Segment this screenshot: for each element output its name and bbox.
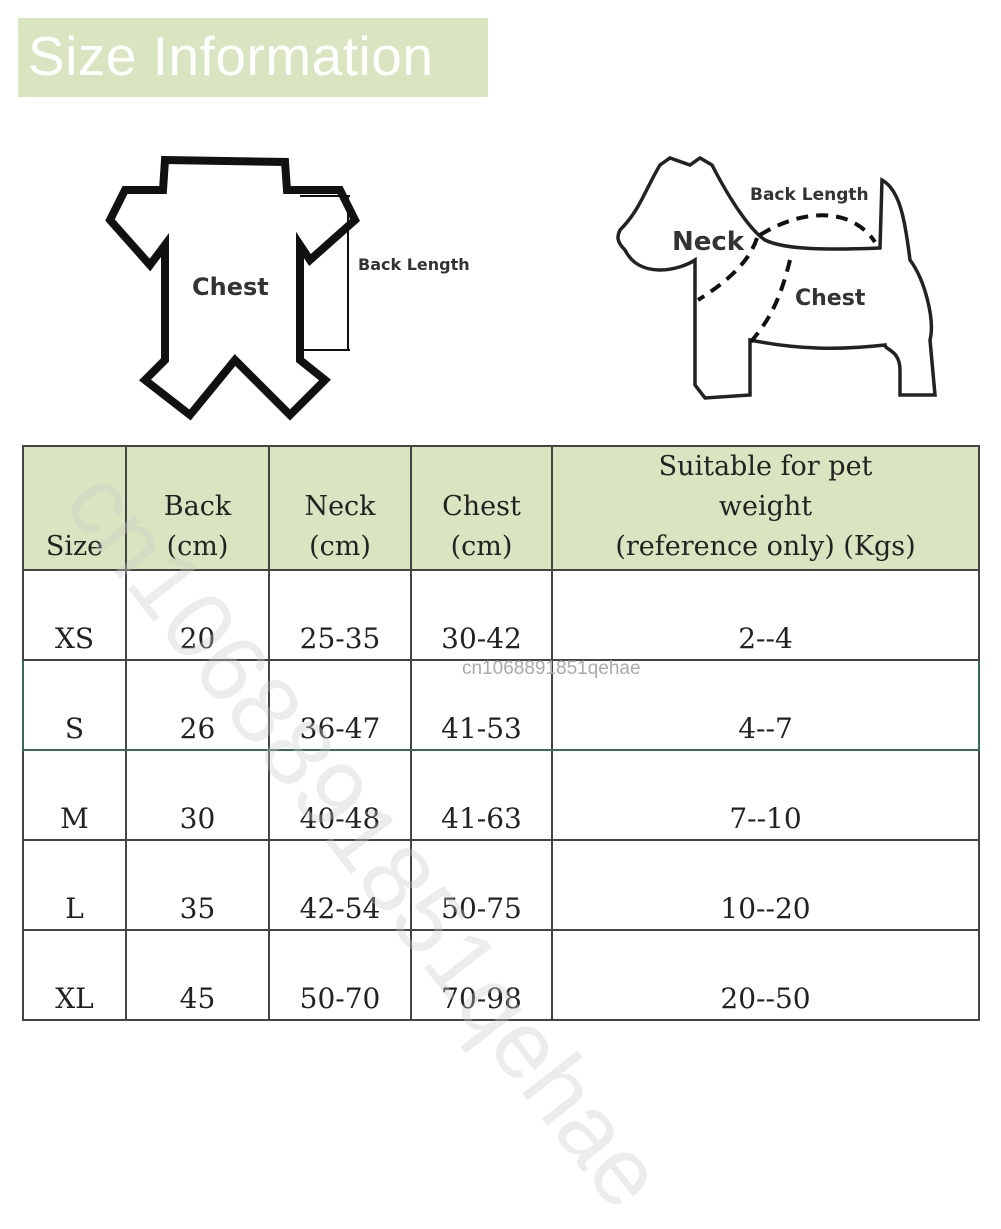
table-cell: 20 [125, 569, 270, 661]
table-cell: 50-75 [410, 839, 553, 931]
table-cell: 50-70 [268, 929, 412, 1021]
table-row: XS 20 25-35 30-42 2--4 [22, 569, 980, 661]
dog-neck-label: Neck [672, 227, 745, 257]
column-header-line: (reference only) (Kgs) [615, 531, 916, 562]
column-header-line: (cm) [450, 531, 513, 562]
table-cell: XL [22, 929, 127, 1021]
column-header: Chest (cm) [410, 445, 553, 571]
column-header-line: Back [163, 491, 232, 522]
table-cell: L [22, 839, 127, 931]
title-banner: Size Information [18, 18, 488, 97]
table-row: S 26 36-47 41-53 4--7 [22, 659, 980, 751]
table-cell: 41-63 [410, 749, 553, 841]
table-cell: XS [22, 569, 127, 661]
table-cell: 40-48 [268, 749, 412, 841]
column-header-line: Chest [442, 491, 521, 522]
header-row: Size Back (cm) Neck (cm) Chest (cm) Suitable fo… [22, 445, 980, 571]
garment-diagram: Chest Back Length [105, 155, 470, 421]
table-cell: 30 [125, 749, 270, 841]
table-body: XS 20 25-35 30-42 2--4 S 26 36-47 41-53 4--7 M 30 40… [22, 569, 980, 1021]
garment-chest-label: Chest [192, 273, 269, 301]
table-row: L 35 42-54 50-75 10--20 [22, 839, 980, 931]
size-table: Size Back (cm) Neck (cm) Chest (cm) Suitable fo… [22, 445, 980, 1021]
table-cell: 42-54 [268, 839, 412, 931]
column-header: Suitable for pet weight (reference only) (… [551, 445, 980, 571]
table-cell: 4--7 [551, 659, 980, 751]
table-cell: 20--50 [551, 929, 980, 1021]
table-cell: 70-98 [410, 929, 553, 1021]
table-cell: 7--10 [551, 749, 980, 841]
table-cell: 26 [125, 659, 270, 751]
dog-diagram: Neck Back Length Chest [616, 155, 937, 400]
dog-chest-label: Chest [795, 286, 866, 311]
table-cell: 41-53 [410, 659, 553, 751]
table-row: M 30 40-48 41-63 7--10 [22, 749, 980, 841]
column-header-line: Neck [304, 491, 376, 522]
table-cell: S [22, 659, 127, 751]
table-cell: 25-35 [268, 569, 412, 661]
garment-back-length-label: Back Length [358, 255, 470, 274]
table-cell: 45 [125, 929, 270, 1021]
table-cell: 2--4 [551, 569, 980, 661]
back-length-measure [758, 213, 877, 244]
column-header-line: weight [718, 491, 813, 522]
column-header-line: (cm) [309, 531, 371, 562]
chest-measure [746, 259, 792, 347]
table-row: XL 45 50-70 70-98 20--50 [22, 929, 980, 1021]
page-title: Size Information [28, 25, 434, 87]
column-header-line: Size [45, 531, 104, 562]
table-cell: 36-47 [268, 659, 412, 751]
table-cell: 30-42 [410, 569, 553, 661]
watermark-text: cn1068891851qehae [462, 658, 641, 679]
dog-outline [616, 155, 937, 400]
column-header: Size [22, 445, 127, 571]
table-cell: 35 [125, 839, 270, 931]
column-header-line: (cm) [166, 531, 229, 562]
dog-back-length-label: Back Length [750, 185, 869, 205]
table-cell: M [22, 749, 127, 841]
column-header: Back (cm) [125, 445, 270, 571]
column-header: Neck (cm) [268, 445, 412, 571]
column-header-line: Suitable for pet [658, 451, 873, 482]
table-cell: 10--20 [551, 839, 980, 931]
neck-measure [696, 237, 759, 302]
